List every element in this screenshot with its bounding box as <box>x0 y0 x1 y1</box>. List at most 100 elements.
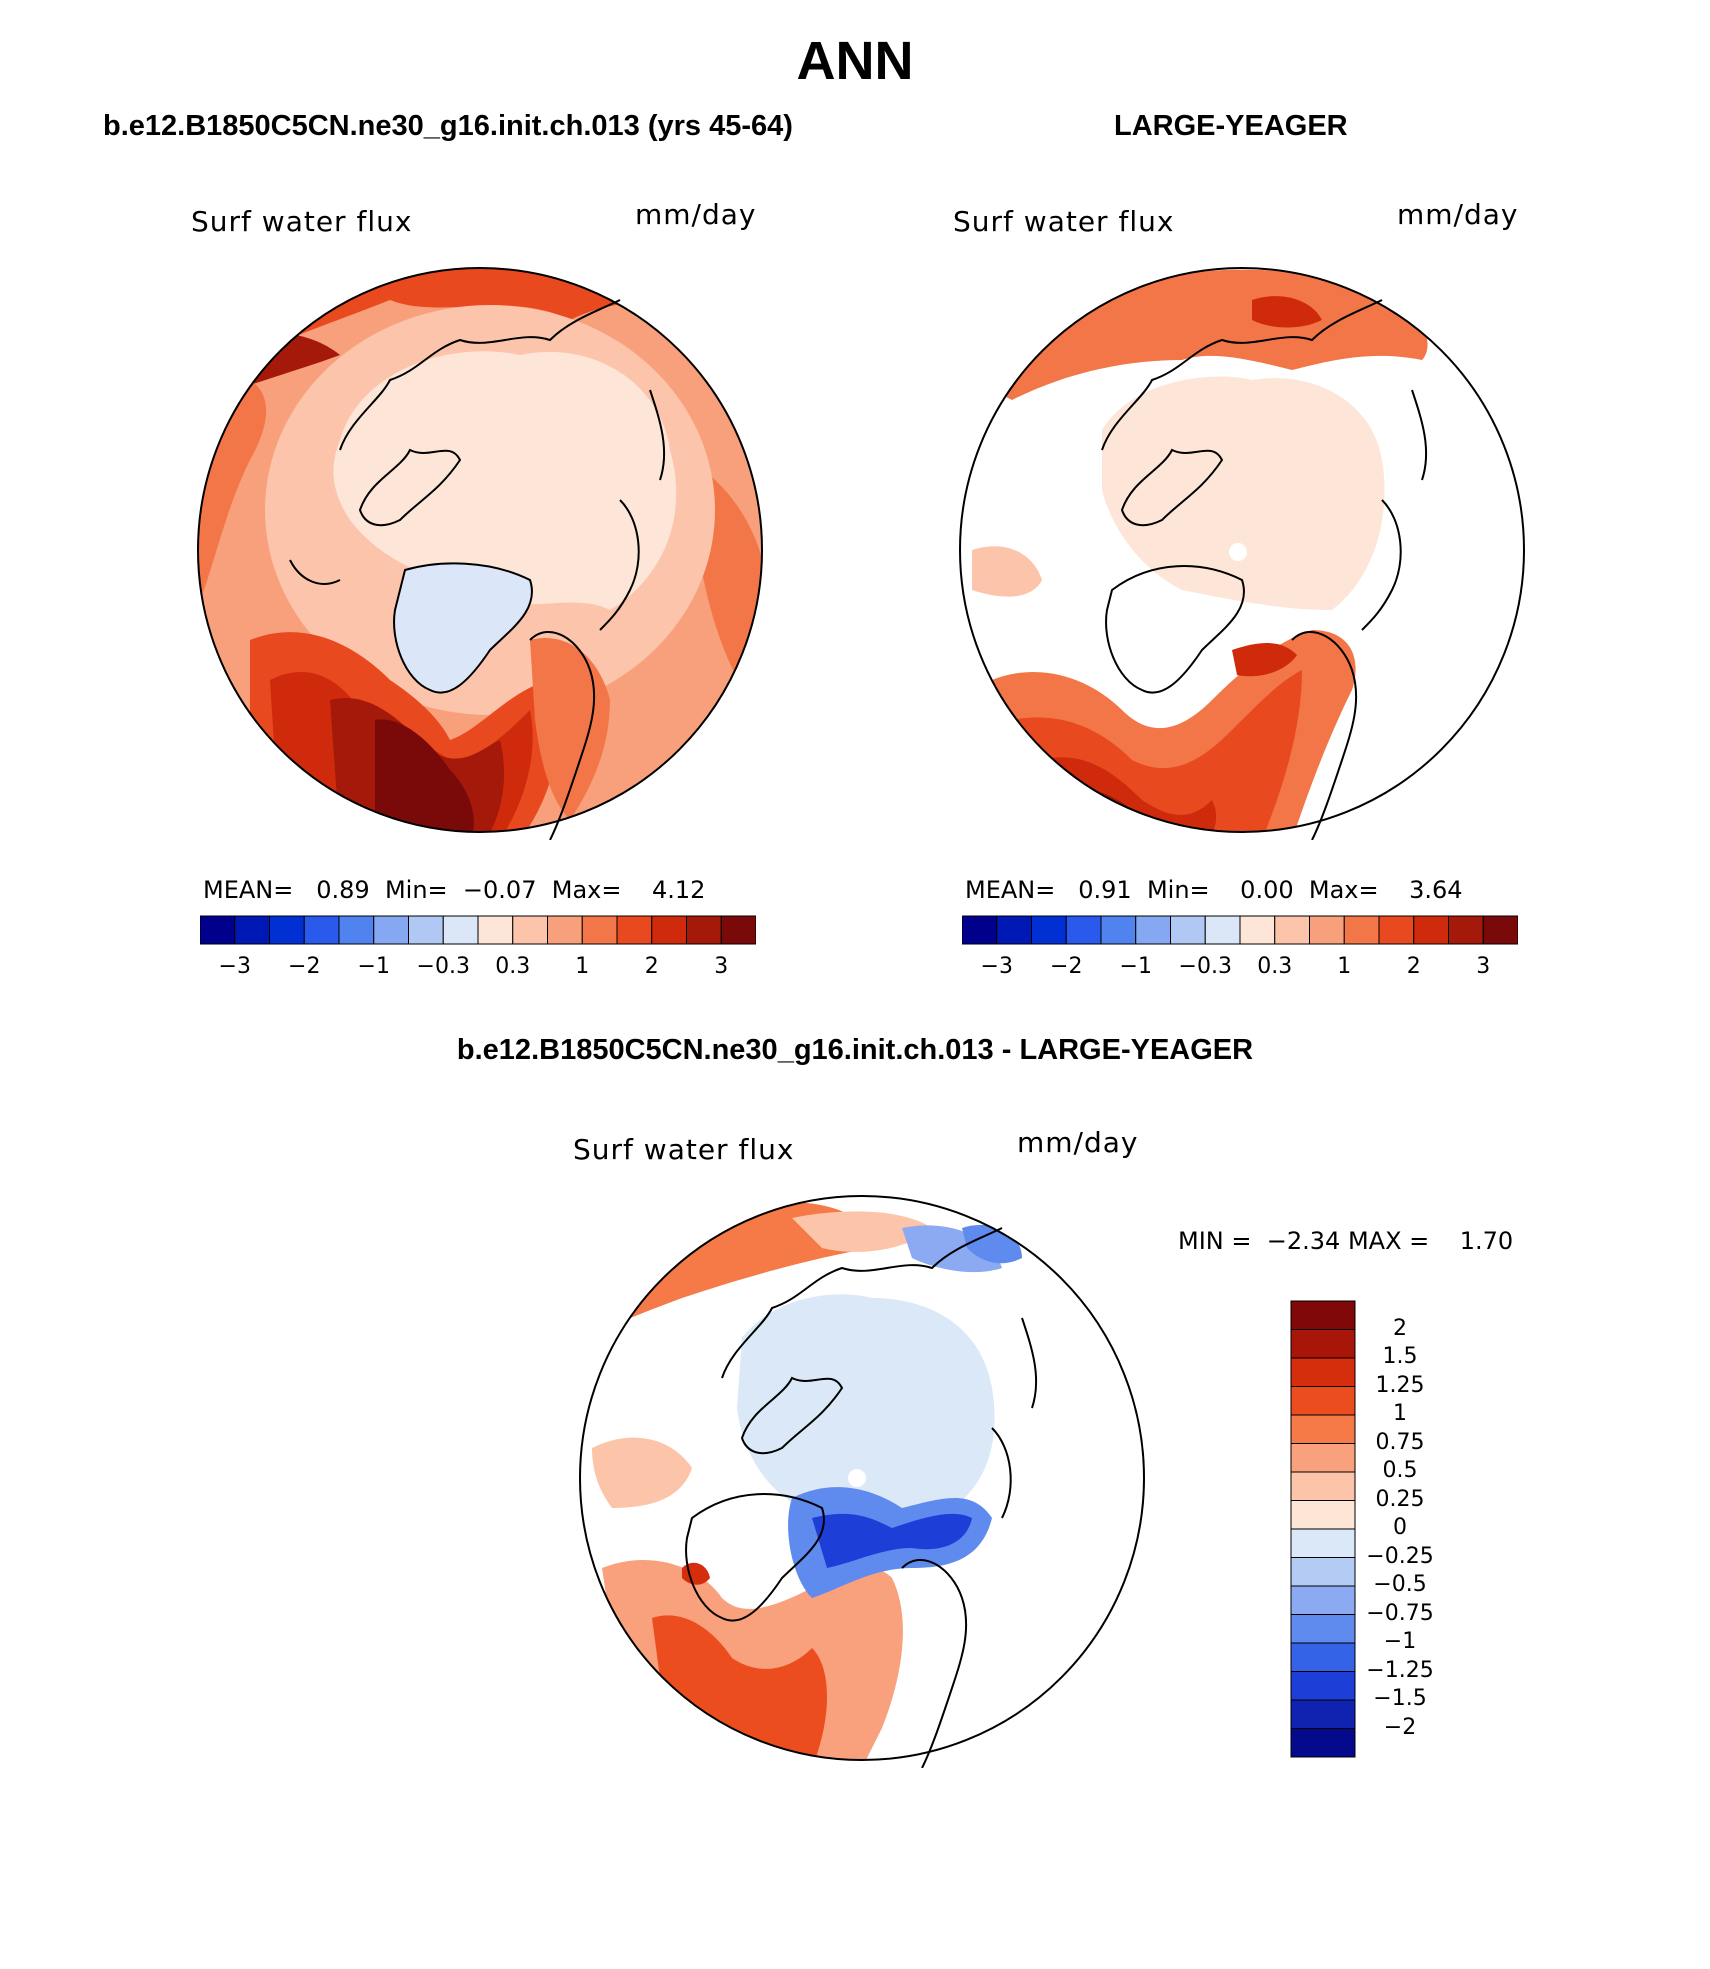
obs-panel-heading: LARGE-YEAGER <box>1114 110 1348 142</box>
obs-colorbar-swatch <box>1170 915 1206 945</box>
diff-colorbar-tick-label: −1 <box>1383 1629 1417 1654</box>
obs-colorbar-tick-label: −3 <box>980 954 1013 979</box>
diff-colorbar-tick-label: −0.25 <box>1366 1543 1434 1569</box>
case-colorbar-tick-label: −2 <box>288 954 321 979</box>
diff-colorbar-swatch <box>1290 1471 1356 1501</box>
diff-colorbar-swatch <box>1290 1528 1356 1558</box>
diff-colorbar-swatch <box>1290 1585 1356 1615</box>
diff-colorbar-swatch <box>1290 1300 1356 1330</box>
obs-colorbar-swatch <box>1378 915 1415 945</box>
obs-colorbar-swatch <box>1274 915 1310 945</box>
obs-colorbar-swatch <box>1100 915 1137 945</box>
diff-colorbar-tick-label: 1.5 <box>1382 1344 1418 1369</box>
obs-field-hudson <box>972 546 1042 597</box>
diff-map-boundary <box>579 1195 1145 1761</box>
case-colorbar-tick-label: 0.3 <box>495 954 531 979</box>
obs-mean-label: MEAN= <box>965 876 1056 904</box>
diff-colorbar-swatch <box>1290 1557 1356 1587</box>
obs-colorbar <box>962 915 1518 945</box>
diff-colorbar-swatch <box>1290 1699 1356 1729</box>
obs-colorbar-swatch <box>1413 915 1449 945</box>
case-colorbar-swatch <box>234 915 270 945</box>
diff-field-bering-low <box>902 1225 1002 1273</box>
diff-colorbar-swatch <box>1290 1671 1356 1701</box>
diff-colorbar-tick-label: −1.25 <box>1366 1657 1434 1683</box>
case-map-boundary <box>197 267 763 833</box>
obs-stats: MEAN= 0.91 Min= 0.00 Max= 3.64 <box>965 876 1463 904</box>
diff-field-pacific-pale <box>792 1211 932 1252</box>
diff-colorbar-swatch <box>1290 1500 1356 1530</box>
diff-field-pole-hole <box>848 1469 866 1487</box>
diff-colorbar-tick-label: 2 <box>1393 1315 1407 1341</box>
case-min-value: −0.07 <box>462 876 537 904</box>
obs-colorbar-swatch <box>1482 915 1518 945</box>
case-field-arctic-ocean <box>333 351 677 610</box>
diff-max-label: MAX = <box>1347 1227 1430 1255</box>
diff-colorbar-tick-label: 0 <box>1393 1515 1407 1540</box>
case-field-atlantic-peak <box>375 719 474 832</box>
obs-colorbar-tick-label: −1 <box>1119 954 1152 979</box>
obs-colorbar-swatch <box>1239 915 1276 945</box>
main-title: ANN <box>796 31 914 91</box>
case-colorbar-swatch <box>720 915 756 945</box>
diff-colorbar-tick-label: 1 <box>1393 1401 1407 1426</box>
diff-variable-label: Surf water flux <box>573 1133 795 1166</box>
case-field-scandinavia <box>530 638 610 820</box>
obs-colorbar-ticks: −3 −2 −1 −0.3 0.3 1 2 3 <box>962 954 1518 984</box>
obs-coastlines <box>1101 299 1428 840</box>
diff-field-barents-lower <box>812 1513 972 1568</box>
obs-colorbar-tick-label: −2 <box>1050 954 1083 979</box>
obs-colorbar-tick-label: 1 <box>1337 954 1352 979</box>
diff-colorbar-tick-label: 0.5 <box>1382 1458 1418 1483</box>
case-colorbar-swatch <box>686 915 722 945</box>
diff-colorbar-swatch <box>1290 1614 1356 1644</box>
case-units-label: mm/day <box>635 198 757 231</box>
case-colorbar-swatch <box>373 915 409 945</box>
obs-max-value: 3.64 <box>1409 876 1463 904</box>
case-colorbar-swatch <box>581 915 618 945</box>
diff-field-hudson <box>592 1437 692 1508</box>
diff-colorbar-tick-label: −0.75 <box>1366 1600 1434 1626</box>
obs-colorbar-swatch <box>1309 915 1345 945</box>
diff-stats: MIN = −2.34 MAX = 1.70 <box>1178 1227 1513 1255</box>
diff-colorbar-tick-label: 1.25 <box>1375 1372 1425 1398</box>
case-field-greenland <box>394 563 532 693</box>
case-max-value: 4.12 <box>651 876 706 904</box>
case-colorbar-swatch <box>512 915 548 945</box>
diff-colorbar-swatch <box>1290 1414 1356 1444</box>
case-colorbar-swatch <box>408 915 444 945</box>
case-colorbar-tick-label: 3 <box>714 954 729 979</box>
diff-colorbar-swatch <box>1290 1386 1356 1416</box>
obs-colorbar-swatch <box>1343 915 1380 945</box>
case-colorbar-tick-label: 2 <box>644 954 659 979</box>
obs-colorbar-tick-label: 0.3 <box>1257 954 1293 979</box>
obs-colorbar-swatch <box>1031 915 1067 945</box>
diff-max-value: 1.70 <box>1459 1227 1514 1255</box>
diff-field-pacific-band <box>580 1202 872 1348</box>
case-colorbar <box>200 915 756 945</box>
case-coastlines <box>289 299 666 840</box>
obs-colorbar-tick-label: 3 <box>1476 954 1491 979</box>
case-mean-label: MEAN= <box>203 876 294 904</box>
diff-polar-map <box>579 1195 1145 1768</box>
case-polar-map <box>197 267 763 840</box>
case-colorbar-tick-label: −1 <box>357 954 390 979</box>
case-colorbar-ticks: −3 −2 −1 −0.3 0.3 1 2 3 <box>200 954 756 984</box>
obs-colorbar-swatch <box>962 915 998 945</box>
case-colorbar-swatch <box>200 915 236 945</box>
obs-max-label: Max= <box>1308 876 1379 904</box>
obs-colorbar-swatch <box>1204 915 1241 945</box>
diff-colorbar-tick-label: −2 <box>1383 1714 1417 1740</box>
obs-field-pacific-max <box>1252 296 1322 328</box>
diff-field-arctic-ocean <box>737 1294 995 1516</box>
diff-colorbar-swatch <box>1290 1728 1356 1758</box>
obs-field-pole-hole <box>1229 543 1247 561</box>
diff-colorbar-ticks: 2 1.5 1.25 1 0.75 0.5 0.25 0 −0.25 −0.5 −0.75 −1 −1.… <box>1360 1300 1480 1758</box>
obs-field-arctic-ocean <box>1102 376 1385 610</box>
case-colorbar-swatch <box>269 915 305 945</box>
diff-units-label: mm/day <box>1017 1126 1139 1159</box>
obs-colorbar-swatch <box>1135 915 1171 945</box>
obs-colorbar-swatch <box>1065 915 1102 945</box>
diff-colorbar-swatch <box>1290 1642 1356 1672</box>
diff-colorbar-tick-label: 0.25 <box>1375 1486 1425 1512</box>
